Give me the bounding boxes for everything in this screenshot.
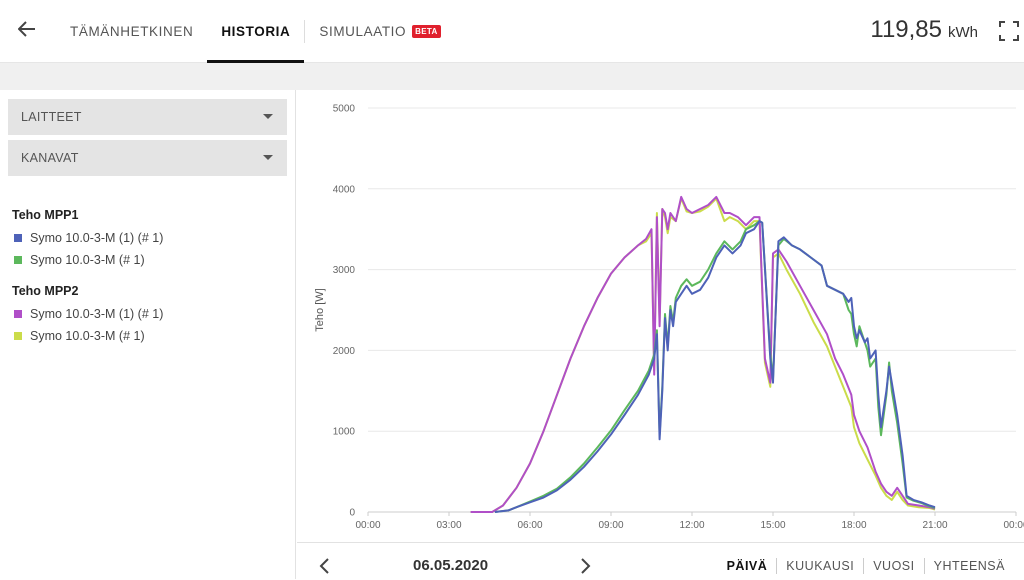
legend-item-label: Symo 10.0-3-M (1) (# 1) bbox=[30, 307, 164, 321]
legend-swatch bbox=[14, 332, 22, 340]
energy-unit: kWh bbox=[948, 24, 978, 41]
y-tick-label: 1000 bbox=[333, 427, 356, 438]
date-navigation: 06.05.2020 PÄIVÄ KUUKAUSI VUOSI YHTEENSÄ bbox=[297, 542, 1024, 579]
tab-divider bbox=[304, 20, 306, 43]
fullscreen-icon bbox=[999, 21, 1019, 41]
tab-simulation-label: SIMULAATIO bbox=[319, 24, 407, 39]
fullscreen-button[interactable] bbox=[998, 20, 1020, 42]
period-month[interactable]: KUUKAUSI bbox=[786, 559, 855, 573]
y-tick-label: 5000 bbox=[333, 104, 356, 115]
y-tick-label: 2000 bbox=[333, 346, 356, 357]
legend-group-mpp1: Teho MPP1 bbox=[12, 208, 79, 222]
sidebar: LAITTEET KANAVAT Teho MPP1 Symo 10.0-3-M… bbox=[0, 90, 296, 579]
channels-dropdown[interactable]: KANAVAT bbox=[8, 140, 287, 176]
series-line[interactable] bbox=[470, 197, 936, 513]
x-tick-label: 09:00 bbox=[598, 520, 623, 531]
tab-history[interactable]: HISTORIA bbox=[207, 0, 305, 63]
selected-date[interactable]: 06.05.2020 bbox=[413, 557, 489, 574]
next-day-button[interactable] bbox=[577, 557, 593, 575]
energy-total: 119,85 kWh bbox=[870, 16, 978, 44]
tab-current-label: TÄMÄNHETKINEN bbox=[70, 24, 194, 39]
tab-current[interactable]: TÄMÄNHETKINEN bbox=[56, 0, 207, 63]
legend-group-mpp2: Teho MPP2 bbox=[12, 284, 79, 298]
period-year[interactable]: VUOSI bbox=[873, 559, 915, 573]
chevron-down-icon bbox=[263, 155, 273, 160]
power-chart: 0 1000 2000 3000 4000 5000 00:00 03:00 06:00 09:0… bbox=[297, 90, 1024, 542]
legend-swatch bbox=[14, 234, 22, 242]
legend-item[interactable]: Symo 10.0-3-M (# 1) bbox=[14, 253, 145, 267]
chart-grid bbox=[368, 107, 1016, 513]
period-divider bbox=[776, 558, 778, 574]
x-tick-label: 00:00 bbox=[355, 520, 380, 531]
beta-badge: BETA bbox=[412, 25, 441, 38]
y-axis-label: Teho [W] bbox=[314, 288, 326, 331]
legend-item[interactable]: Symo 10.0-3-M (# 1) bbox=[14, 329, 145, 343]
period-selector: PÄIVÄ KUUKAUSI VUOSI YHTEENSÄ bbox=[718, 558, 1014, 574]
x-tick-label: 00:00 bbox=[1003, 520, 1024, 531]
chevron-down-icon bbox=[263, 114, 273, 119]
series-line[interactable] bbox=[494, 220, 936, 513]
period-total[interactable]: YHTEENSÄ bbox=[933, 559, 1005, 573]
x-tick-label: 18:00 bbox=[841, 520, 866, 531]
tab-bar: TÄMÄNHETKINEN HISTORIA SIMULAATIO BETA bbox=[56, 0, 455, 63]
y-tick-label: 0 bbox=[349, 508, 355, 519]
top-bar: TÄMÄNHETKINEN HISTORIA SIMULAATIO BETA 1… bbox=[0, 0, 1024, 63]
devices-dropdown[interactable]: LAITTEET bbox=[8, 99, 287, 135]
x-tick-label: 06:00 bbox=[517, 520, 542, 531]
series-line[interactable] bbox=[494, 220, 936, 513]
y-tick-label: 4000 bbox=[333, 184, 356, 195]
period-divider bbox=[863, 558, 865, 574]
previous-day-button[interactable] bbox=[317, 557, 333, 575]
legend-swatch bbox=[14, 256, 22, 264]
chart-axes: 0 1000 2000 3000 4000 5000 00:00 03:00 06:00 09:0… bbox=[333, 104, 1024, 532]
period-day[interactable]: PÄIVÄ bbox=[726, 559, 768, 573]
legend-swatch bbox=[14, 310, 22, 318]
x-tick-label: 21:00 bbox=[922, 520, 947, 531]
legend-item[interactable]: Symo 10.0-3-M (1) (# 1) bbox=[14, 231, 163, 245]
back-button[interactable] bbox=[14, 16, 40, 42]
x-tick-label: 15:00 bbox=[760, 520, 785, 531]
toolbar-band bbox=[0, 63, 1024, 90]
chart-canvas: 0 1000 2000 3000 4000 5000 00:00 03:00 06:00 09:0… bbox=[314, 104, 1024, 532]
chart-series bbox=[470, 195, 936, 513]
period-divider bbox=[923, 558, 925, 574]
legend-item[interactable]: Symo 10.0-3-M (1) (# 1) bbox=[14, 307, 163, 321]
legend-item-label: Symo 10.0-3-M (# 1) bbox=[30, 329, 145, 343]
series-line[interactable] bbox=[470, 195, 936, 513]
arrow-left-icon bbox=[18, 21, 35, 37]
x-tick-label: 12:00 bbox=[679, 520, 704, 531]
channels-dropdown-label: KANAVAT bbox=[21, 151, 79, 165]
energy-value: 119,85 bbox=[870, 16, 942, 43]
tab-history-label: HISTORIA bbox=[221, 24, 291, 39]
tab-simulation[interactable]: SIMULAATIO BETA bbox=[305, 0, 454, 63]
y-tick-label: 3000 bbox=[333, 265, 356, 276]
legend-item-label: Symo 10.0-3-M (# 1) bbox=[30, 253, 145, 267]
chevron-right-icon bbox=[581, 558, 591, 574]
chevron-left-icon bbox=[319, 558, 329, 574]
x-tick-label: 03:00 bbox=[436, 520, 461, 531]
devices-dropdown-label: LAITTEET bbox=[21, 110, 82, 124]
legend-item-label: Symo 10.0-3-M (1) (# 1) bbox=[30, 231, 164, 245]
